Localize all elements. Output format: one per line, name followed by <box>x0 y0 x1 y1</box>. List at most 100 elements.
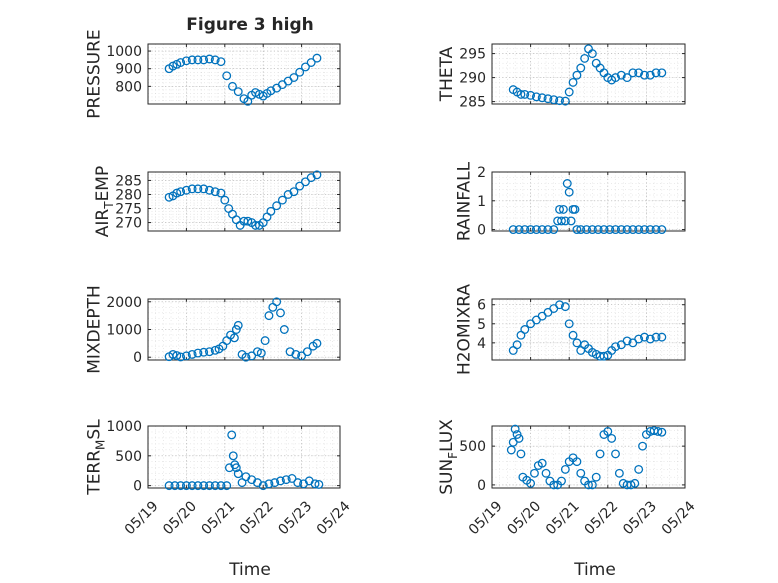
data-point <box>193 481 203 491</box>
data-point <box>172 351 182 361</box>
data-point <box>516 89 526 99</box>
x-tick-label: 05/23 <box>620 498 660 538</box>
data-point <box>256 348 266 358</box>
data-point <box>508 225 518 235</box>
data-point <box>510 424 520 434</box>
x-tick-label: 05/23 <box>275 498 315 538</box>
axes-box <box>491 298 686 361</box>
data-point <box>289 73 299 82</box>
data-point <box>228 451 238 461</box>
data-point <box>260 336 270 346</box>
data-point <box>514 225 524 235</box>
y-tick-label: 4 <box>477 336 486 352</box>
x-tick-label: 05/20 <box>160 498 200 538</box>
data-point <box>657 68 667 78</box>
data-point <box>181 56 191 66</box>
x-tick-label: 05/21 <box>199 498 239 538</box>
data-point <box>287 474 297 483</box>
data-point <box>199 347 209 357</box>
data-point <box>580 53 590 63</box>
data-point <box>651 332 661 342</box>
data-point <box>210 481 220 491</box>
data-point <box>622 73 632 83</box>
data-point <box>312 170 322 180</box>
data-point <box>616 225 626 235</box>
data-point <box>310 479 320 489</box>
data-point <box>640 225 649 235</box>
data-point <box>291 350 301 359</box>
y-tick-label: 270 <box>115 216 142 232</box>
data-point <box>231 325 241 334</box>
x-axis-label-right: Time <box>573 560 616 580</box>
data-point <box>251 220 260 230</box>
y-tick-label: 1000 <box>106 323 142 339</box>
data-point <box>570 204 580 214</box>
data-point <box>595 449 605 459</box>
data-point <box>272 201 282 211</box>
axes-box <box>491 43 686 105</box>
data-point <box>506 445 516 455</box>
y-tick-label: 1000 <box>106 419 142 435</box>
data-point <box>614 468 624 478</box>
y-tick-label: 280 <box>115 187 142 203</box>
data-point <box>537 458 547 468</box>
data-point <box>628 68 638 78</box>
data-point <box>168 350 178 359</box>
data-point <box>572 70 582 80</box>
x-axis-label-left: Time <box>228 560 271 580</box>
data-point <box>640 70 649 80</box>
data-point <box>657 427 667 437</box>
x-tick-label: 05/24 <box>314 498 354 538</box>
data-point <box>295 67 305 77</box>
data-point <box>566 216 576 226</box>
data-point <box>204 185 214 195</box>
data-point <box>653 426 663 436</box>
data-point <box>549 95 559 105</box>
data-point <box>560 464 570 474</box>
data-point <box>266 206 276 216</box>
data-point <box>576 225 586 235</box>
data-point <box>199 55 209 65</box>
data-point <box>531 225 541 235</box>
data-point <box>576 63 586 73</box>
data-point <box>243 216 253 226</box>
data-point <box>252 347 262 357</box>
data-point <box>300 177 310 187</box>
x-tick-label: 05/21 <box>543 498 583 538</box>
data-point <box>204 347 214 357</box>
data-point <box>564 187 574 197</box>
data-point <box>210 345 220 355</box>
data-point <box>281 475 291 485</box>
y-tick-label: 1000 <box>106 44 142 60</box>
y-tick-label: 0 <box>477 223 486 239</box>
data-point <box>302 347 312 357</box>
data-point <box>605 225 615 235</box>
axes-box <box>491 425 686 489</box>
data-point <box>572 225 582 235</box>
data-point <box>607 433 617 443</box>
data-point <box>300 62 310 72</box>
data-point <box>591 472 601 482</box>
y-tick-label: 290 <box>459 71 486 87</box>
data-point <box>568 330 578 340</box>
data-point <box>210 55 220 65</box>
data-point <box>231 463 241 473</box>
y-tick-label: 275 <box>115 202 142 218</box>
data-point <box>520 325 530 334</box>
data-point <box>514 433 524 443</box>
data-point <box>557 476 566 486</box>
y-tick-label: 5 <box>477 317 486 333</box>
data-point <box>557 216 566 226</box>
data-point <box>555 96 564 106</box>
data-point <box>277 195 287 205</box>
data-point <box>199 481 209 491</box>
axes-box <box>147 425 341 489</box>
y-tick-label: 800 <box>115 79 142 95</box>
data-point <box>572 457 582 467</box>
data-point <box>216 57 226 67</box>
data-point <box>587 225 597 235</box>
